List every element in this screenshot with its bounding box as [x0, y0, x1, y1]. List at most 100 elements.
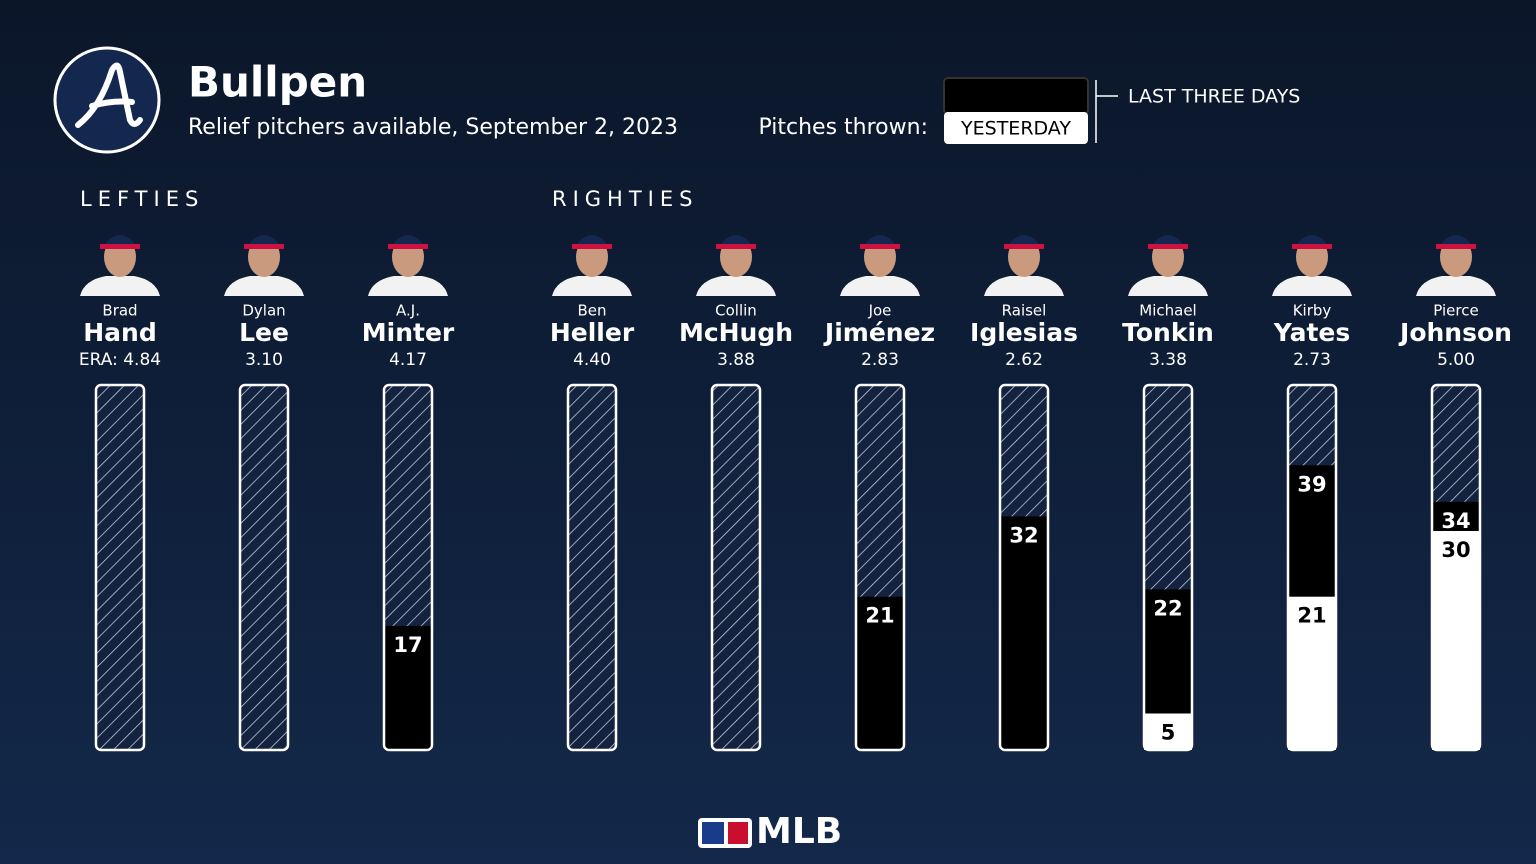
jersey	[368, 276, 448, 296]
last-name: Hand	[83, 318, 157, 347]
chart-subtitle: Relief pitchers available, September 2, …	[188, 115, 678, 140]
first-name: Ben	[577, 302, 606, 320]
first-name: Brad	[102, 302, 137, 320]
bar-yesterday	[1288, 596, 1336, 750]
footer-logo	[698, 818, 752, 848]
first-name: Raisel	[1002, 302, 1047, 320]
jersey	[984, 276, 1064, 296]
player-photo	[1272, 235, 1352, 296]
first-name: Michael	[1139, 302, 1196, 320]
cap-brim	[572, 244, 612, 249]
cap-brim	[388, 244, 428, 249]
era: 4.17	[389, 350, 427, 370]
bar-outline	[854, 383, 906, 752]
era: 2.62	[1005, 350, 1043, 370]
bar-last-three-days	[856, 596, 904, 750]
team-logo	[53, 46, 161, 154]
legend-title: Pitches thrown:	[759, 115, 929, 140]
era: 5.00	[1437, 350, 1475, 370]
jersey	[1416, 276, 1496, 296]
first-name: Dylan	[242, 302, 285, 320]
legend-bracket	[1095, 80, 1118, 143]
bar-outline	[998, 383, 1050, 752]
bar-outline	[1430, 383, 1482, 752]
last-name: Minter	[362, 318, 455, 347]
bar-last-three-days	[1000, 516, 1048, 750]
legend-swatch	[944, 112, 1088, 144]
era: 2.83	[861, 350, 899, 370]
player-photo	[840, 235, 920, 296]
first-name: Pierce	[1433, 302, 1478, 320]
jersey	[1128, 276, 1208, 296]
value-label: 21	[865, 604, 894, 628]
bar-outline	[1142, 383, 1194, 752]
footer-text: MLB	[756, 811, 842, 852]
era: ERA: 4.84	[79, 350, 161, 370]
first-name: Kirby	[1293, 302, 1332, 320]
last-name: Heller	[550, 318, 635, 347]
value-label: 34	[1441, 509, 1470, 533]
value-label: 30	[1441, 538, 1470, 562]
era: 3.10	[245, 350, 283, 370]
era-value: 3.38	[1149, 350, 1187, 370]
player-photo	[1128, 235, 1208, 296]
first-name: Collin	[715, 302, 757, 320]
group-label: LEFTIES	[80, 187, 204, 211]
bar-outline	[382, 383, 434, 752]
value-label: 39	[1297, 472, 1326, 496]
value-label: 21	[1297, 604, 1326, 628]
bar-outline	[1286, 383, 1338, 752]
first-name: Joe	[868, 302, 892, 320]
jersey	[1272, 276, 1352, 296]
cap-brim	[1004, 244, 1044, 249]
group-label: RIGHTIES	[552, 187, 698, 211]
player-photo	[1416, 235, 1496, 296]
cap-brim	[716, 244, 756, 249]
value-label: 17	[393, 633, 422, 657]
value-label: 22	[1153, 596, 1182, 620]
bar-outline	[566, 383, 618, 752]
bar-track	[712, 385, 760, 750]
legend-label: LAST THREE DAYS	[1128, 86, 1300, 108]
bar-yesterday	[1432, 531, 1480, 750]
cap-brim	[860, 244, 900, 249]
legend-swatch	[943, 77, 1089, 115]
last-name: Iglesias	[970, 318, 1078, 347]
bar-outline	[238, 383, 290, 752]
era: 3.88	[717, 350, 755, 370]
player-photo	[224, 235, 304, 296]
era-value: 5.00	[1437, 350, 1475, 370]
era-value: 2.62	[1005, 350, 1043, 370]
last-name: Lee	[239, 318, 289, 347]
era-value: 4.40	[573, 350, 611, 370]
era-value: 2.83	[861, 350, 899, 370]
jersey	[696, 276, 776, 296]
era-value: 3.88	[717, 350, 755, 370]
first-name: A.J.	[396, 302, 420, 320]
era: 3.38	[1149, 350, 1187, 370]
era-value: 4.17	[389, 350, 427, 370]
last-name: Tonkin	[1122, 318, 1214, 347]
cap-brim	[1436, 244, 1476, 249]
player-photo	[984, 235, 1064, 296]
last-name: Johnson	[1398, 318, 1512, 347]
last-name: Yates	[1273, 318, 1350, 347]
era-value: 2.73	[1293, 350, 1331, 370]
bar-outline	[94, 383, 146, 752]
value-label: 32	[1009, 523, 1038, 547]
bar-last-three-days	[384, 625, 432, 750]
legend: YESTERDAY LAST THREE DAYS	[943, 77, 1300, 144]
era: 2.73	[1293, 350, 1331, 370]
jersey	[552, 276, 632, 296]
cap-brim	[1292, 244, 1332, 249]
era-value: 4.84	[123, 350, 161, 370]
era-label: ERA:	[79, 350, 123, 370]
value-label: 5	[1161, 721, 1176, 745]
bar-yesterday	[1144, 713, 1192, 750]
chart-title: Bullpen	[188, 58, 367, 107]
bar-track	[240, 385, 288, 750]
bar-track	[568, 385, 616, 750]
jersey	[224, 276, 304, 296]
